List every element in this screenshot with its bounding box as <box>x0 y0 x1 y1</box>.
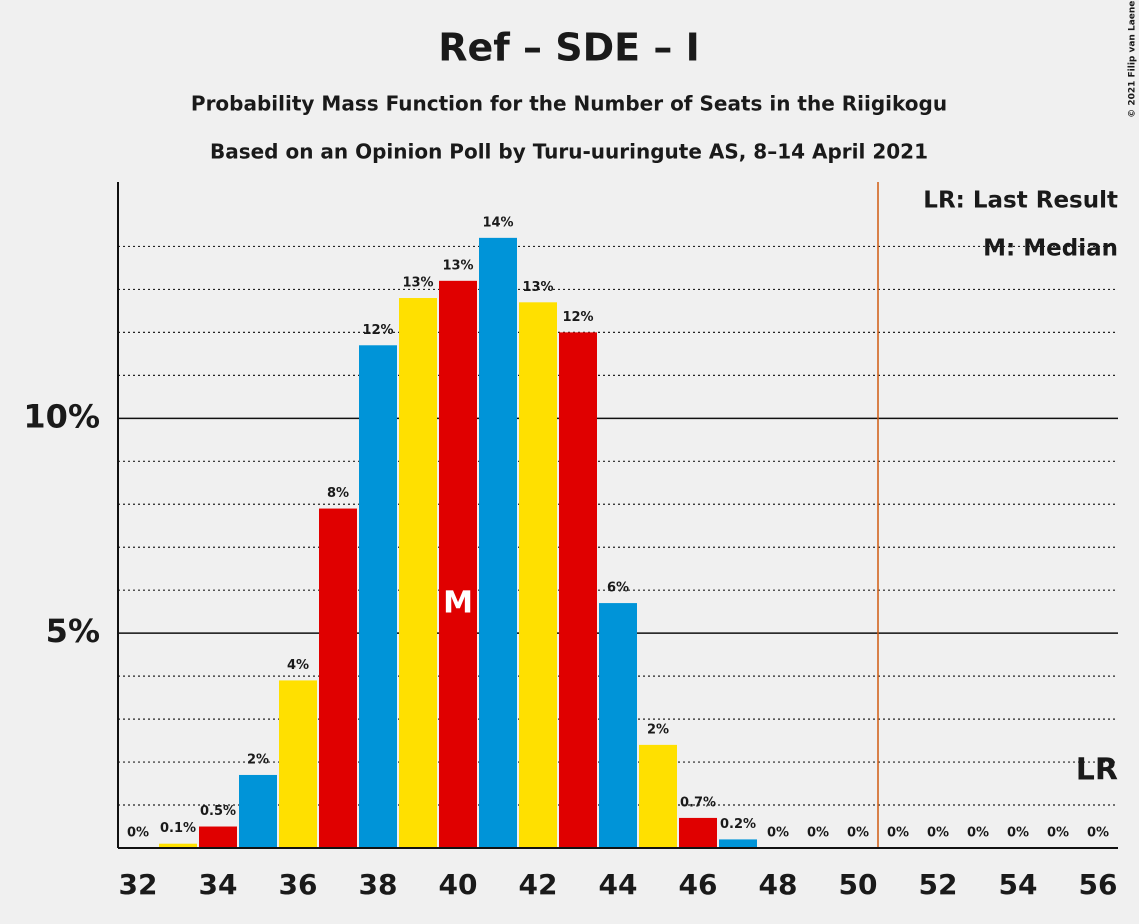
x-tick-label: 50 <box>839 868 878 901</box>
value-label: 12% <box>562 310 593 325</box>
value-label: 13% <box>522 280 553 295</box>
value-label: 13% <box>442 258 473 273</box>
value-label: 0% <box>807 826 829 841</box>
x-tick-label: 46 <box>679 868 718 901</box>
x-tick-label: 36 <box>279 868 318 901</box>
y-tick-label: 10% <box>23 397 100 435</box>
bar <box>399 298 437 848</box>
bar <box>319 508 357 848</box>
last-result-label: LR <box>1076 753 1118 788</box>
value-label: 6% <box>607 581 629 596</box>
x-tick-label: 40 <box>439 868 478 901</box>
x-tick-label: 38 <box>359 868 398 901</box>
bar <box>359 345 397 848</box>
value-label: 2% <box>247 752 269 767</box>
bar <box>679 817 717 848</box>
value-label: 0% <box>1087 826 1109 841</box>
x-tick-label: 52 <box>919 868 958 901</box>
x-tick-label: 34 <box>199 868 238 901</box>
bar <box>159 843 197 848</box>
value-label: 0% <box>927 826 949 841</box>
value-label: 13% <box>402 276 433 291</box>
bar <box>199 826 237 848</box>
value-label: 2% <box>647 722 669 737</box>
bar <box>559 332 597 848</box>
bar <box>479 237 517 849</box>
copyright: © 2021 Filip van Laenen <box>1128 0 1138 118</box>
bar <box>279 680 317 848</box>
bar <box>639 744 677 848</box>
value-label: 8% <box>327 486 349 501</box>
x-tick-label: 42 <box>519 868 558 901</box>
value-label: 4% <box>287 658 309 673</box>
bar <box>239 774 277 848</box>
x-tick-label: 56 <box>1079 868 1118 901</box>
value-label: 0% <box>1047 826 1069 841</box>
value-label: 0.7% <box>680 795 716 810</box>
value-label: 0% <box>1007 826 1029 841</box>
value-label: 0% <box>887 826 909 841</box>
x-tick-label: 48 <box>759 868 798 901</box>
legend-entry: M: Median <box>983 236 1118 262</box>
chart-subtitle: Based on an Opinion Poll by Turu-uuringu… <box>210 140 928 164</box>
chart-subtitle: Probability Mass Function for the Number… <box>191 92 947 116</box>
bar <box>439 280 477 848</box>
value-label: 0% <box>967 826 989 841</box>
x-tick-label: 44 <box>599 868 638 901</box>
value-label: 0.1% <box>160 821 196 836</box>
median-marker: M <box>443 586 473 621</box>
value-label: 0.5% <box>200 804 236 819</box>
value-label: 0.2% <box>720 817 756 832</box>
value-label: 12% <box>362 323 393 338</box>
bar <box>719 839 757 848</box>
bar <box>519 302 557 848</box>
y-tick-label: 5% <box>46 612 100 650</box>
value-label: 0% <box>127 826 149 841</box>
legend-entry: LR: Last Result <box>923 188 1118 214</box>
x-tick-label: 54 <box>999 868 1038 901</box>
x-tick-label: 32 <box>119 868 158 901</box>
bar <box>599 603 637 848</box>
value-label: 0% <box>847 826 869 841</box>
value-label: 0% <box>767 826 789 841</box>
value-label: 14% <box>482 215 513 230</box>
chart-title: Ref – SDE – I <box>438 26 700 70</box>
